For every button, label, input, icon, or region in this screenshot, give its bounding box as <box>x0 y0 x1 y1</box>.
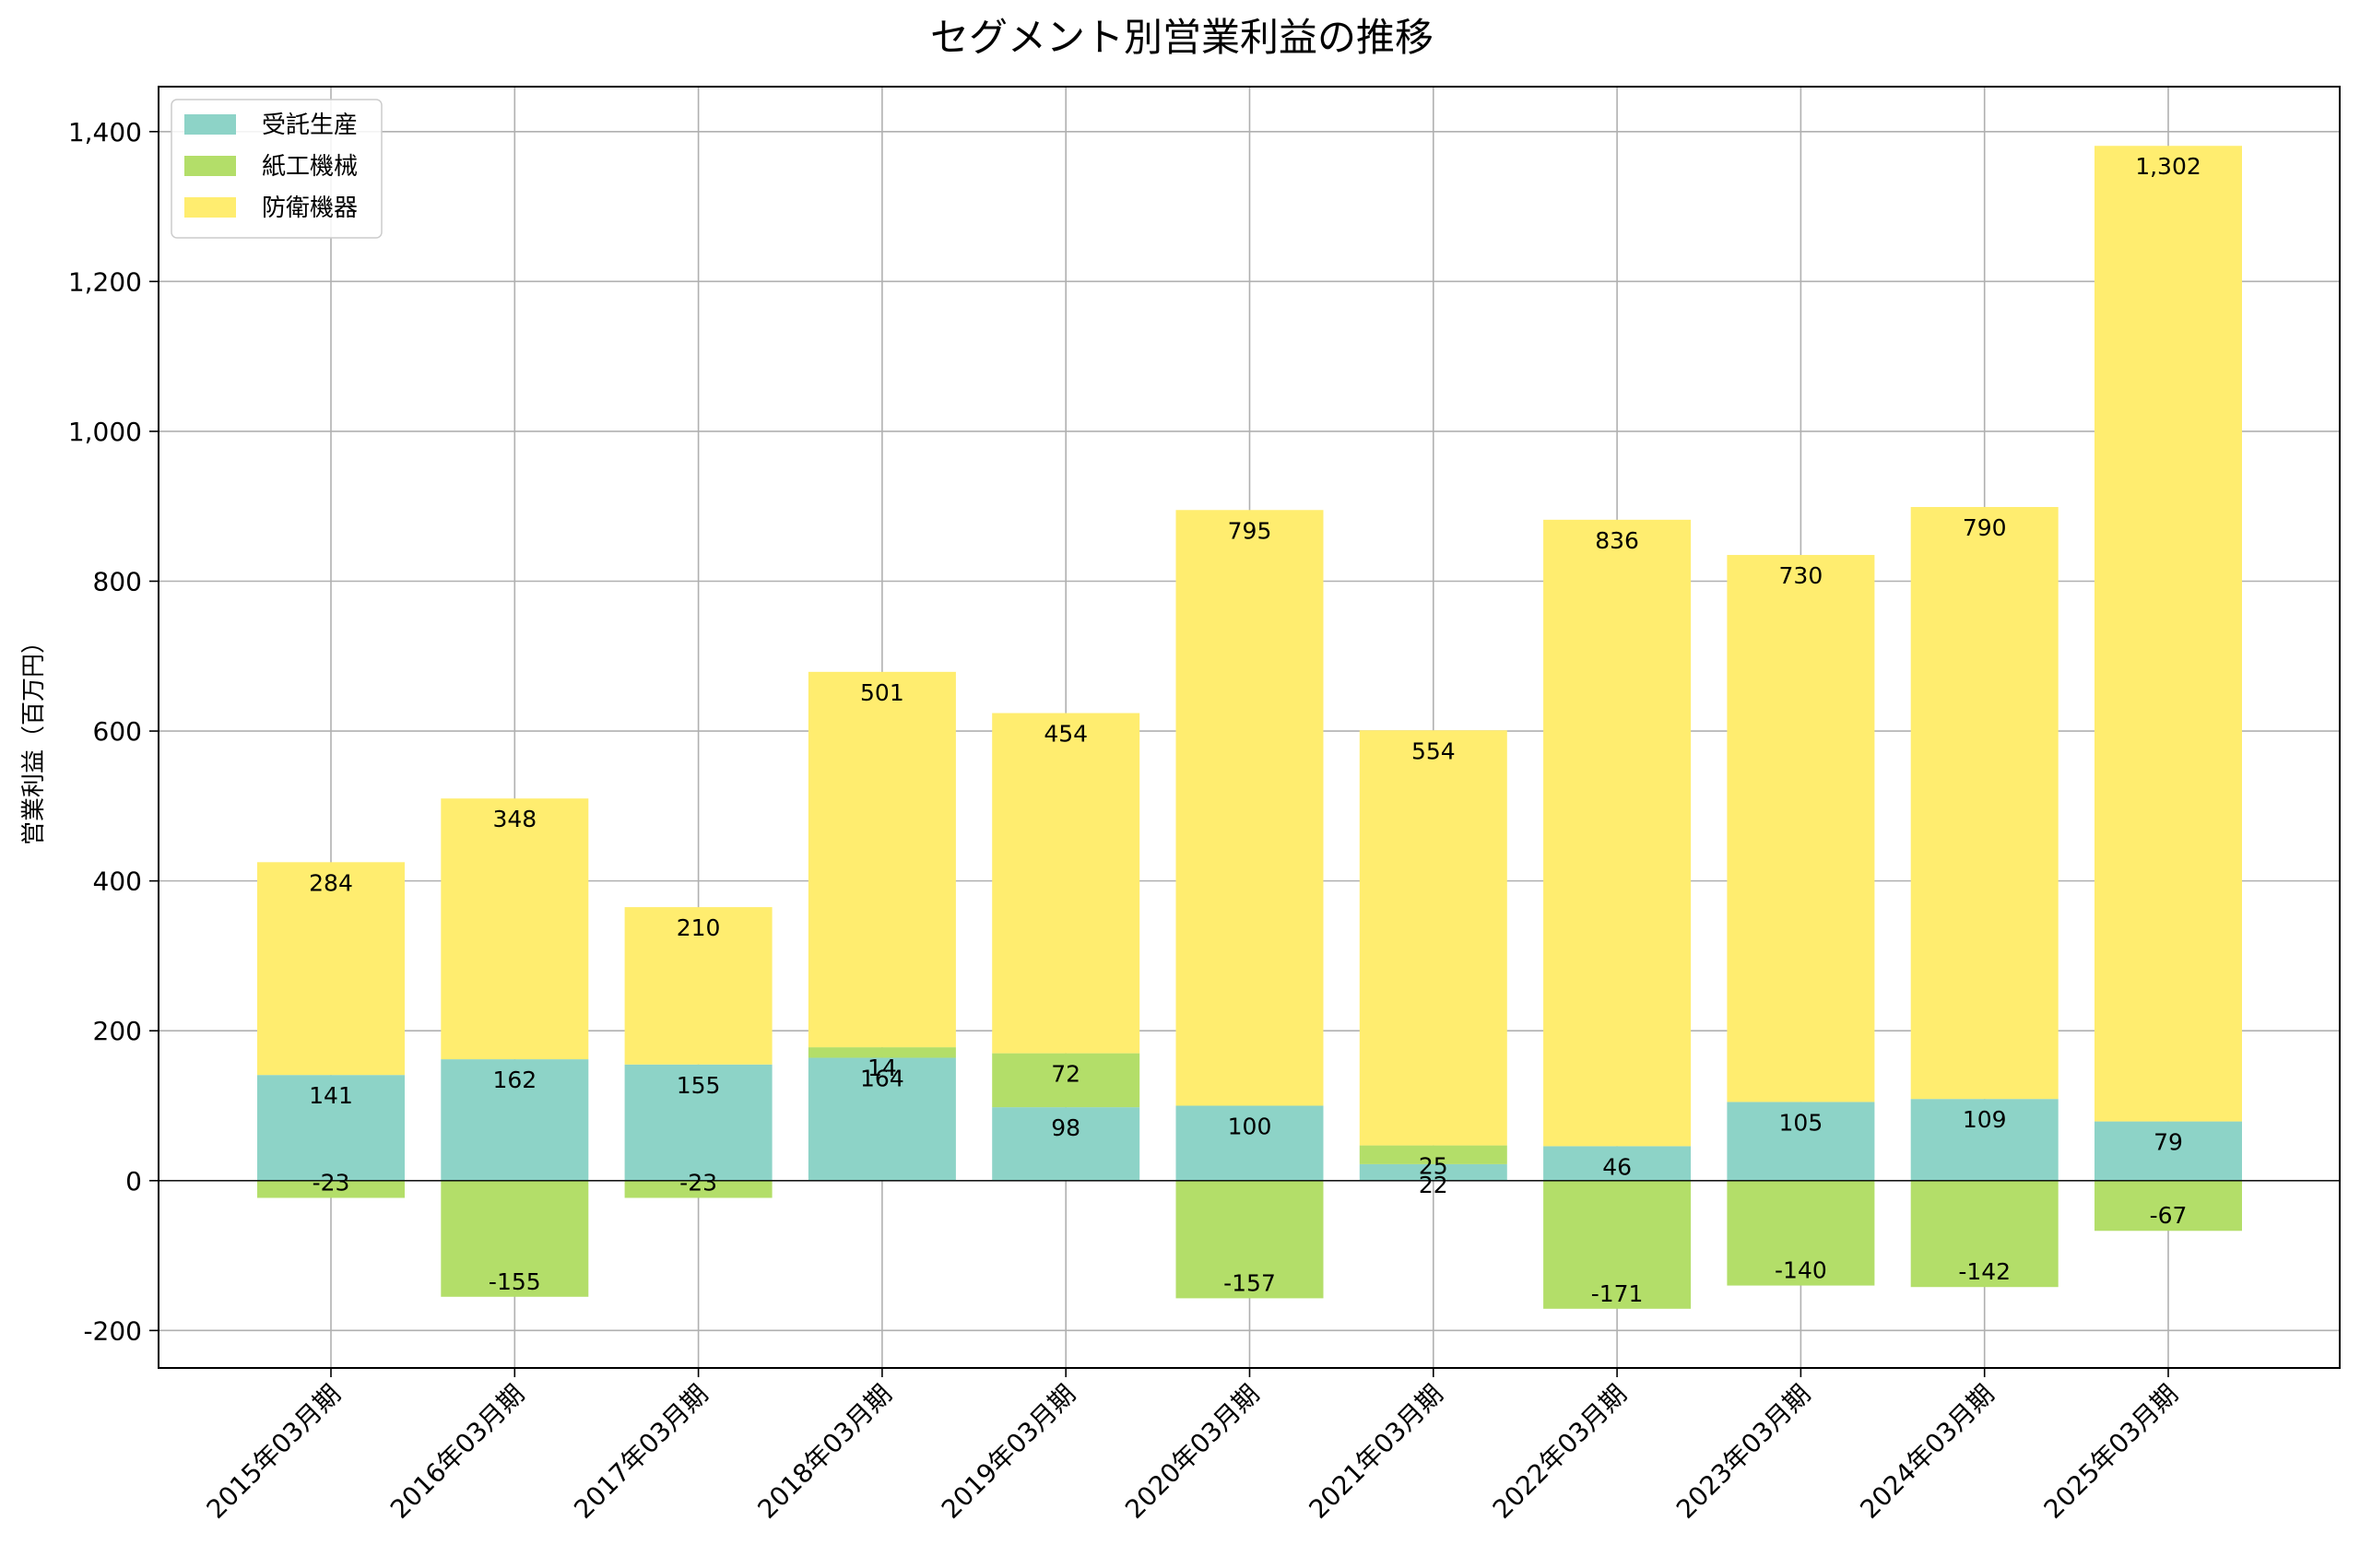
x-tick-label: 2016年03月期 <box>384 1379 530 1525</box>
data-label: 164 <box>860 1065 904 1091</box>
data-label: 501 <box>860 679 904 706</box>
data-label: 46 <box>1602 1153 1632 1180</box>
data-label: 72 <box>1051 1061 1080 1088</box>
x-tick-label: 2022年03月期 <box>1487 1379 1633 1525</box>
bar-3 <box>808 671 956 1048</box>
bar-2 <box>808 1047 956 1058</box>
bar-3 <box>624 907 773 1065</box>
x-tick-label: 2024年03月期 <box>1854 1379 2000 1525</box>
data-label: 348 <box>492 806 537 832</box>
bar-1 <box>257 1075 405 1181</box>
bar-1 <box>441 1059 589 1181</box>
bar-2 <box>992 1053 1140 1108</box>
bar-1 <box>1543 1146 1692 1181</box>
data-label: -171 <box>1591 1280 1644 1307</box>
bar-3 <box>1175 510 1324 1106</box>
legend-swatch <box>184 197 236 218</box>
data-label: 795 <box>1228 517 1272 544</box>
data-label: 22 <box>1419 1172 1448 1198</box>
data-label: 155 <box>677 1072 721 1099</box>
legend-label: 紙工機械 <box>262 153 358 181</box>
x-tick-label: 2018年03月期 <box>752 1379 898 1525</box>
data-label: 210 <box>677 914 721 941</box>
bar-1 <box>1359 1163 1507 1181</box>
bar-2 <box>257 1180 405 1198</box>
y-tick-label: 1,000 <box>68 417 142 447</box>
data-label: 454 <box>1044 721 1088 748</box>
data-label: -157 <box>1223 1269 1276 1296</box>
y-tick-label: 1,200 <box>68 266 142 297</box>
bar-3 <box>257 862 405 1076</box>
x-tick-label: 2019年03月期 <box>936 1379 1081 1525</box>
data-label: 79 <box>2154 1129 2183 1156</box>
bar-1 <box>1175 1105 1324 1181</box>
x-tick-label: 2017年03月期 <box>568 1379 714 1525</box>
data-label: -142 <box>1958 1258 2011 1285</box>
bar-3 <box>2094 146 2242 1122</box>
data-label: -140 <box>1775 1257 1827 1284</box>
data-label: -67 <box>2150 1202 2188 1229</box>
x-tick-label: 2020年03月期 <box>1119 1379 1265 1525</box>
y-tick-label: 400 <box>93 867 142 897</box>
data-label: 730 <box>1779 562 1823 589</box>
data-label: 109 <box>1963 1106 2007 1133</box>
bar-3 <box>1727 555 1875 1102</box>
data-label: -23 <box>679 1169 717 1196</box>
bar-1 <box>624 1064 773 1181</box>
y-tick-label: 600 <box>93 716 142 747</box>
bar-1 <box>1727 1102 1875 1181</box>
bar-2 <box>441 1180 589 1297</box>
bar-2 <box>1359 1145 1507 1164</box>
bar-1 <box>992 1107 1140 1181</box>
legend-label: 防衛機器 <box>262 195 358 222</box>
y-tick-label: 1,400 <box>68 117 142 147</box>
legend-label: 受託生産 <box>262 112 358 139</box>
data-label: -155 <box>489 1268 541 1295</box>
data-label: 554 <box>1411 737 1456 764</box>
data-label: -23 <box>313 1169 350 1196</box>
bar-1 <box>808 1057 956 1181</box>
bar-2 <box>2094 1180 2242 1232</box>
x-tick-label: 2023年03月期 <box>1670 1379 1816 1525</box>
bar-2 <box>1727 1180 1875 1286</box>
data-label: 14 <box>867 1055 897 1081</box>
data-label: 1,302 <box>2135 153 2201 180</box>
y-tick-label: 0 <box>125 1166 142 1197</box>
data-label: 100 <box>1228 1113 1272 1139</box>
data-label: 141 <box>309 1082 353 1109</box>
x-tick-label: 2015年03月期 <box>201 1379 347 1525</box>
data-label: 790 <box>1963 514 2007 541</box>
data-label: 98 <box>1051 1114 1080 1141</box>
bar-2 <box>1543 1180 1692 1309</box>
bar-3 <box>1910 507 2059 1100</box>
bar-2 <box>1175 1180 1324 1299</box>
bars-layer <box>257 146 2242 1309</box>
bar-2 <box>624 1180 773 1198</box>
x-tick-label: 2025年03月期 <box>2038 1379 2184 1525</box>
legend-swatch <box>184 114 236 135</box>
x-tick-label: 2021年03月期 <box>1303 1379 1448 1525</box>
y-tick-label: -200 <box>83 1315 142 1346</box>
data-label: 284 <box>309 869 353 896</box>
y-axis-label: 営業利益（百万円） <box>20 630 48 845</box>
y-tick-label: 200 <box>93 1016 142 1046</box>
data-label: 25 <box>1419 1153 1448 1180</box>
chart-title: セグメント別営業利益の推移 <box>930 15 1434 60</box>
bar-3 <box>441 798 589 1060</box>
bar-1 <box>1910 1099 2059 1181</box>
bar-3 <box>1359 730 1507 1146</box>
legend-swatch <box>184 156 236 176</box>
data-label: 105 <box>1779 1109 1823 1136</box>
bar-3 <box>992 713 1140 1054</box>
bar-3 <box>1543 519 1692 1147</box>
y-tick-label: 800 <box>93 566 142 596</box>
bar-2 <box>1910 1180 2059 1288</box>
data-label: 162 <box>492 1067 537 1093</box>
data-label: 836 <box>1595 527 1639 554</box>
data-labels-layer: 141 162 155 164 98 100 22 46 105 109 79 -23 -155 -23 1… <box>309 153 2201 1307</box>
bar-1 <box>2094 1121 2242 1181</box>
